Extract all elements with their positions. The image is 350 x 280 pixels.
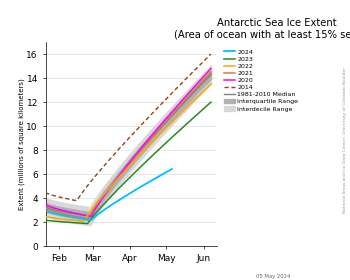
Title: Antarctic Sea Ice Extent
(Area of ocean with at least 15% sea ice): Antarctic Sea Ice Extent (Area of ocean … [174,18,350,40]
Text: 05 May 2024: 05 May 2024 [256,274,290,279]
Legend: 2024, 2023, 2022, 2021, 2020, 2014, 1981-2010 Median, Interquartile Range, Inter: 2024, 2023, 2022, 2021, 2020, 2014, 1981… [224,49,298,112]
Text: National Snow and Ice Data Center, University of Colorado Boulder: National Snow and Ice Data Center, Unive… [343,67,347,213]
Y-axis label: Extent (millions of square kilometers): Extent (millions of square kilometers) [19,78,25,210]
